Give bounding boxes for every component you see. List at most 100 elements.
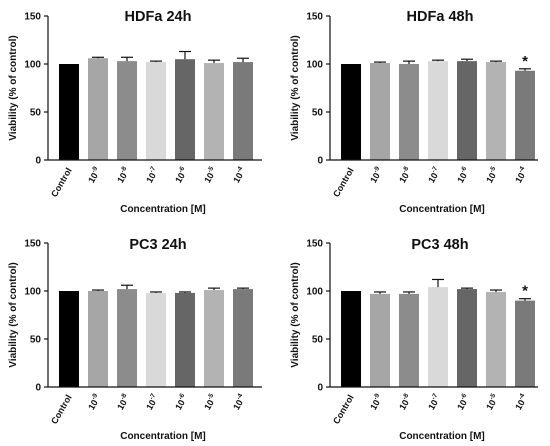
- y-tick-label: 100: [306, 287, 323, 298]
- significance-marker: *: [522, 53, 528, 70]
- bar: [117, 289, 137, 387]
- x-tick-label: 10-7: [425, 165, 443, 185]
- bar: [175, 292, 195, 387]
- bar: [399, 293, 419, 387]
- x-tick-label-exponent: -9: [90, 165, 99, 174]
- x-axis-label: Concentration [M]: [120, 204, 206, 215]
- x-tick-label: 10-4: [512, 165, 530, 185]
- y-tick-label: 100: [24, 287, 41, 298]
- x-tick-label: 10-4: [512, 392, 530, 412]
- x-tick-label-base: Control: [49, 393, 74, 426]
- x-tick-label: 10-5: [201, 392, 219, 412]
- panel-pc3-24h: PC3 24h 0 50 100 150 Viability (% of control)…: [8, 237, 262, 442]
- y-tick-label: 50: [30, 335, 42, 346]
- bar: [204, 290, 224, 387]
- bar: [457, 61, 477, 161]
- x-tick-label-base: 10: [115, 398, 129, 412]
- chart-title: HDFa 48h: [407, 9, 474, 25]
- x-tick-label: 10-7: [143, 392, 161, 412]
- x-tick-label-exponent: -7: [430, 392, 439, 401]
- x-tick-label-base: 10: [144, 171, 158, 185]
- x-tick-label-exponent: -7: [148, 165, 157, 174]
- bar: [59, 291, 79, 387]
- x-axis-label: Concentration [M]: [399, 431, 485, 442]
- x-tick-label-base: 10: [484, 398, 498, 412]
- bar: [88, 291, 108, 387]
- bar: [341, 64, 361, 160]
- x-tick-label-base: 10: [397, 398, 411, 412]
- x-tick-label: 10-9: [85, 392, 103, 412]
- x-tick-label-base: Control: [49, 166, 74, 199]
- chart-title: PC3 48h: [411, 237, 468, 253]
- x-tick-label-exponent: -9: [372, 165, 381, 174]
- x-tick-label: 10-6: [454, 165, 472, 185]
- bar: [370, 63, 390, 160]
- x-tick-label-base: 10: [513, 398, 527, 412]
- x-tick-label-exponent: -7: [148, 392, 157, 401]
- bar: [88, 58, 108, 160]
- x-tick-label-exponent: -6: [459, 392, 468, 401]
- x-tick-label-exponent: -4: [235, 165, 244, 174]
- x-tick-label: Control: [49, 166, 74, 199]
- x-tick-label-exponent: -5: [206, 165, 215, 174]
- x-tick-label-exponent: -5: [488, 392, 497, 401]
- y-axis-label: Viability (% of control): [8, 35, 19, 140]
- x-tick-label-exponent: -6: [459, 165, 468, 174]
- x-tick-label-base: 10: [368, 398, 382, 412]
- bar: [515, 70, 535, 160]
- x-tick-label: 10-6: [172, 392, 190, 412]
- x-axis-label: Concentration [M]: [120, 431, 206, 442]
- bar: [146, 62, 166, 160]
- bar: [117, 61, 137, 161]
- x-tick-label-base: 10: [144, 398, 158, 412]
- x-tick-label: 10-6: [172, 165, 190, 185]
- y-tick-label: 150: [24, 12, 41, 23]
- y-tick-label: 0: [35, 383, 41, 394]
- x-tick-label-base: 10: [86, 398, 100, 412]
- x-tick-label-exponent: -6: [177, 165, 186, 174]
- x-tick-label: 10-5: [483, 392, 501, 412]
- x-tick-label: 10-7: [425, 392, 443, 412]
- x-tick-label-base: 10: [202, 398, 216, 412]
- bar: [486, 62, 506, 160]
- bar: [486, 291, 506, 387]
- x-tick-label: Control: [49, 393, 74, 426]
- x-tick-label: 10-8: [396, 392, 414, 412]
- x-tick-label: 10-4: [230, 392, 248, 412]
- significance-marker: *: [522, 283, 528, 300]
- x-tick-label-base: 10: [202, 171, 216, 185]
- x-tick-label-base: 10: [397, 171, 411, 185]
- bar: [428, 287, 448, 387]
- y-tick-label: 0: [317, 156, 323, 167]
- bar: [370, 293, 390, 387]
- bar: [428, 61, 448, 161]
- x-tick-label-base: 10: [368, 171, 382, 185]
- x-tick-label-exponent: -8: [401, 165, 410, 174]
- x-tick-label-exponent: -7: [430, 165, 439, 174]
- y-tick-label: 100: [24, 60, 41, 71]
- x-tick-label-exponent: -9: [372, 392, 381, 401]
- x-tick-label: 10-8: [114, 165, 132, 185]
- x-tick-label-base: 10: [173, 398, 187, 412]
- x-tick-label-exponent: -8: [401, 392, 410, 401]
- x-tick-label-exponent: -4: [235, 392, 244, 401]
- bar: [146, 292, 166, 387]
- y-tick-label: 150: [306, 239, 323, 250]
- panel-pc3-48h: PC3 48h 0 50 100 150 Viability (% of control)…: [290, 237, 538, 442]
- x-tick-label-base: 10: [455, 398, 469, 412]
- x-tick-label-base: 10: [455, 171, 469, 185]
- x-tick-label: 10-8: [114, 392, 132, 412]
- y-axis-label: Viability (% of control): [290, 35, 301, 140]
- y-axis-label: Viability (% of control): [8, 262, 19, 367]
- x-tick-label-base: Control: [331, 166, 356, 199]
- y-tick-label: 150: [306, 12, 323, 23]
- bar: [515, 300, 535, 387]
- x-axis-label: Concentration [M]: [399, 204, 485, 215]
- bar: [341, 291, 361, 387]
- x-tick-label-exponent: -9: [90, 392, 99, 401]
- x-tick-label-base: 10: [484, 171, 498, 185]
- bar: [204, 63, 224, 160]
- x-tick-label-exponent: -4: [517, 165, 526, 174]
- y-tick-label: 50: [312, 335, 324, 346]
- panel-hdfa-48h: HDFa 48h 0 50 100 150 Viability (% of control…: [290, 9, 538, 215]
